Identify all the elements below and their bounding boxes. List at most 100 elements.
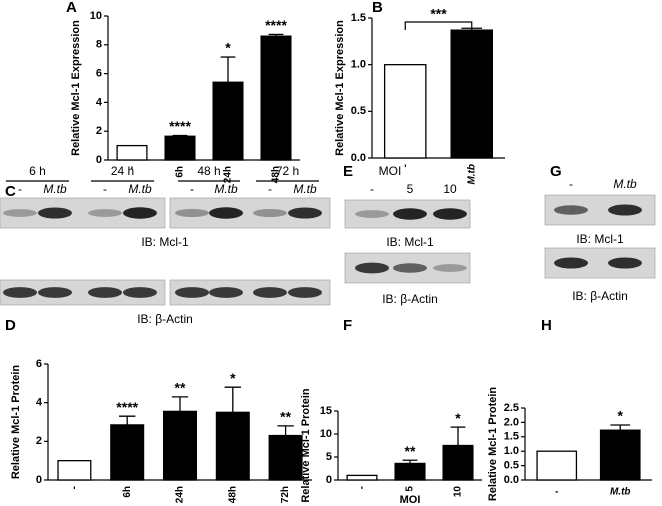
blot-band [608,204,642,216]
bar [110,424,145,481]
lane-label: - [569,177,573,191]
blot-band [355,262,389,274]
y-tick-label: 4 [36,397,43,409]
blot-band [123,207,157,219]
probe-label: IB: Mcl-1 [576,232,624,246]
lane-label: - [268,182,272,196]
x-tick-label: - [69,486,80,489]
bar [116,144,148,161]
x-tick-label: 24h [223,166,234,183]
blot-band [288,287,322,298]
bar [215,411,250,481]
x-tick-label: - [357,486,368,489]
x-tick-label: M.tb [610,487,631,498]
y-tick-label: 6 [96,68,102,80]
blot-band [175,287,209,298]
blot-group-label: 72 h [276,164,299,178]
y-tick-label: 2.5 [504,402,519,414]
significance: * [225,40,231,56]
bar [346,474,378,481]
significance: **** [169,118,191,134]
lane-label: M.tb [293,182,317,196]
blot-band [554,205,588,215]
blot-band [38,207,72,219]
panel-label: B [372,0,383,16]
y-tick-label: 1.5 [351,12,366,24]
x-tick-label: M.tb [466,164,477,185]
probe-label: IB: β-Actin [382,292,438,306]
y-axis-label: Relative Mcl-1 Expression [70,20,82,156]
y-axis-label: Relative Mcl-1 Protein [300,388,312,503]
y-tick-label: 0.0 [504,474,519,486]
y-tick-label: 10 [320,428,332,440]
x-tick-label: - [555,487,558,498]
x-tick-label: 6h [122,486,133,498]
bar [212,81,244,161]
y-tick-label: 0.5 [504,460,519,472]
blot-band [3,209,37,217]
x-axis-label: MOI [400,494,421,506]
bar [450,29,494,159]
blot-group-label: 6 h [29,164,46,178]
bar [162,410,198,481]
y-tick-label: 8 [96,39,102,51]
probe-label: IB: β-Actin [572,289,628,303]
y-tick-label: 0 [36,474,42,486]
panel-label: E [343,163,353,180]
panel-label: A [66,0,77,16]
lane-label: 10 [443,182,457,196]
y-tick-label: 4 [96,96,103,108]
blot-band [253,208,287,218]
bar [260,35,292,161]
significance: ** [175,380,186,396]
significance: ** [405,443,416,459]
panel-label: G [550,163,562,180]
y-tick-label: 0 [96,154,102,166]
blot-band [608,257,642,269]
bar [164,135,196,161]
bar [268,434,303,481]
blot-band [175,208,209,218]
blot-band [433,208,467,220]
significance: *** [430,6,447,22]
panel-label: H [541,317,552,334]
lane-label: - [370,182,374,196]
x-tick-label: 72h [280,486,291,503]
x-tick-label: - [400,164,411,167]
y-axis-label: Relative Mcl-1 Expression [334,20,346,156]
y-tick-label: 1.5 [504,431,519,443]
x-tick-label: - [127,166,138,169]
blot-band [253,287,287,298]
y-tick-label: 0.0 [351,152,366,164]
x-tick-label: 6h [175,166,186,178]
y-tick-label: 5 [326,451,332,463]
blot-band [433,264,467,272]
panel-label: C [5,183,16,200]
bar [57,460,92,481]
blot-band [3,287,37,298]
blot-band [88,209,122,217]
blot-band [209,207,243,219]
y-tick-label: 2 [96,125,102,137]
blot-band [393,263,427,273]
y-axis-label: Relative Mcl-1 Protein [487,387,499,502]
y-tick-label: 10 [90,10,102,22]
blot-band [123,287,157,298]
significance: **** [265,17,287,33]
x-tick-label: 5 [405,486,416,492]
lane-label: M.tb [613,177,637,191]
lane-label: M.tb [43,182,67,196]
x-tick-label: 48h [227,486,238,503]
blot-band [38,287,72,298]
significance: * [230,370,236,386]
y-axis-label: Relative Mcl-1 Protein [10,365,22,480]
significance: **** [116,399,138,415]
bar [442,444,474,481]
y-tick-label: 1.0 [504,445,519,457]
y-tick-label: 6 [36,358,42,370]
blot-header: MOI [379,164,402,178]
bar [394,462,426,481]
lane-label: M.tb [214,182,238,196]
probe-label: IB: Mcl-1 [141,235,189,249]
x-tick-label: 48h [271,166,282,183]
